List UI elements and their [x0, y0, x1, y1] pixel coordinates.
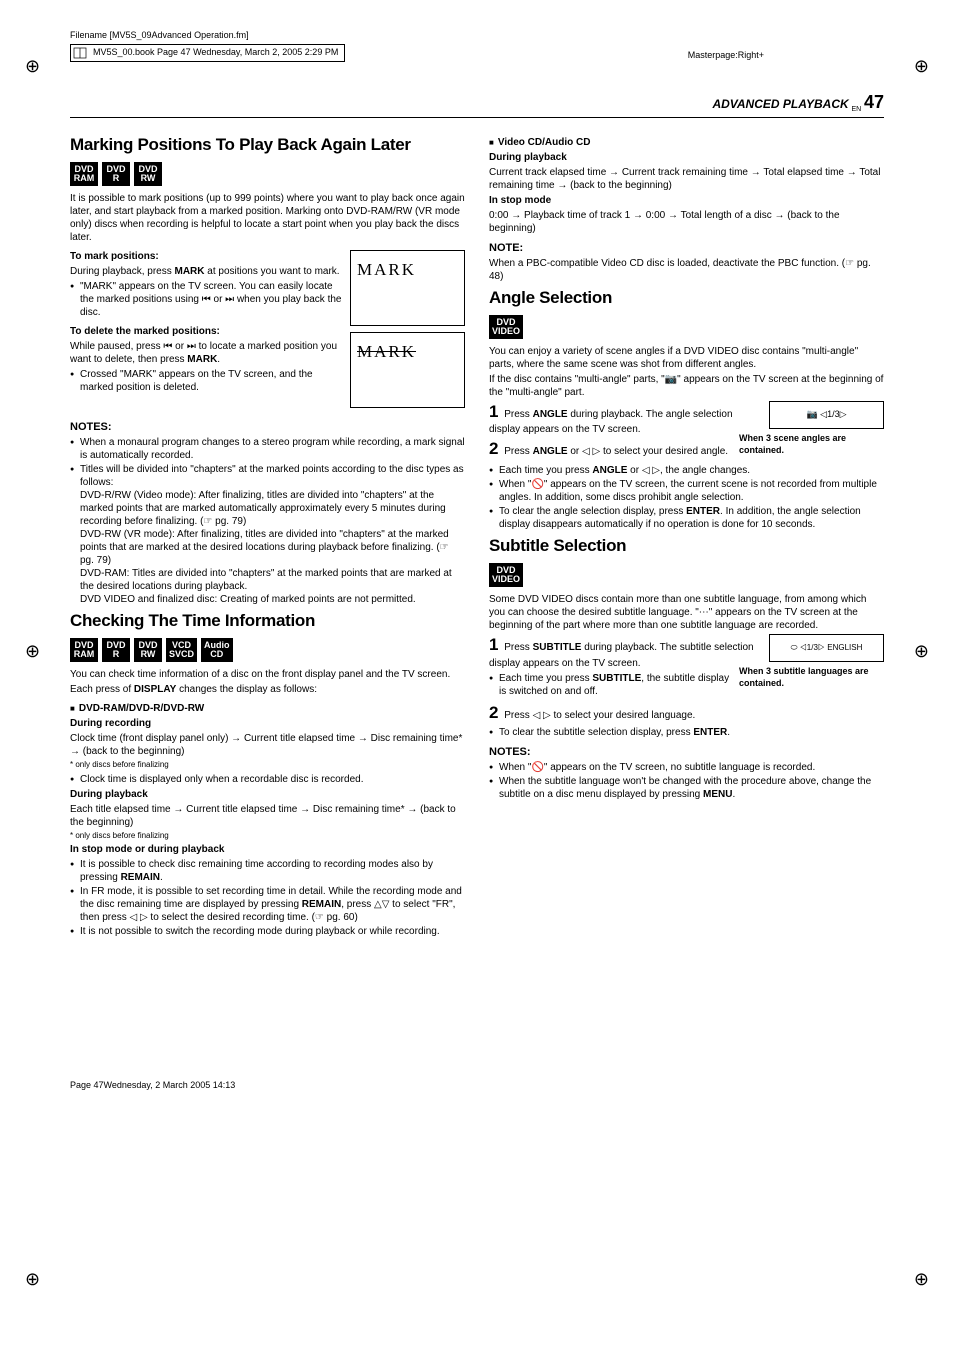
- stop-hd: In stop mode or during playback: [70, 843, 465, 856]
- badge-t-dvd-r: DVDR: [102, 638, 130, 662]
- book-icon: [73, 46, 87, 60]
- page-number: 47: [864, 92, 884, 112]
- badge-dvd-rw: DVDRW: [134, 162, 162, 186]
- play-note: * only discs before finalizing: [70, 831, 465, 841]
- subtitle-display-box: ⬭ ◁1/3▷ ENGLISH: [769, 634, 884, 662]
- delete-bullet-1: Crossed "MARK" appears on the TV screen,…: [70, 368, 465, 394]
- note-sub-2: DVD-RW (VR mode): After finalizing, titl…: [80, 528, 465, 567]
- rec-note: * only discs before finalizing: [70, 760, 465, 770]
- angle-p1: You can enjoy a variety of scene angles …: [489, 345, 884, 371]
- angle-title: Angle Selection: [489, 287, 884, 309]
- book-info-text: MV5S_00.book Page 47 Wednesday, March 2,…: [93, 47, 338, 59]
- vcd-stop-p: 0:00 → Playback time of track 1 → 0:00 →…: [489, 209, 884, 235]
- stop-b3: It is not possible to switch the recordi…: [70, 925, 465, 938]
- marking-badges: DVDRAM DVDR DVDRW: [70, 162, 465, 186]
- time-p2: Each press of DISPLAY changes the displa…: [70, 683, 465, 696]
- page-header: ADVANCED PLAYBACK EN 47: [70, 91, 884, 117]
- mark-bullet-1: "MARK" appears on the TV screen. You can…: [70, 280, 465, 319]
- rec-p: Clock time (front display panel only) → …: [70, 732, 465, 758]
- book-info-bar: MV5S_00.book Page 47 Wednesday, March 2,…: [70, 44, 345, 62]
- angle-display-box: 📷 ◁1/3▷: [769, 401, 884, 429]
- marking-title: Marking Positions To Play Back Again Lat…: [70, 134, 465, 156]
- sub-b2: To clear the subtitle selection display,…: [489, 726, 884, 739]
- angle-b1: Each time you press ANGLE or ◁ ▷, the an…: [489, 464, 884, 477]
- cross-right-icon: ⊕: [914, 640, 929, 663]
- play-hd: During playback: [70, 788, 465, 801]
- badge-dvd-r: DVDR: [102, 162, 130, 186]
- badge-t-vcd: VCDSVCD: [166, 638, 197, 662]
- vcd-stop-hd: In stop mode: [489, 194, 884, 207]
- marking-intro: It is possible to mark positions (up to …: [70, 192, 465, 244]
- badge-t-audio: AudioCD: [201, 638, 233, 662]
- left-column: Marking Positions To Play Back Again Lat…: [70, 130, 465, 940]
- badge-dvd-ram: DVDRAM: [70, 162, 98, 186]
- note-sub-3: DVD-RAM: Titles are divided into "chapte…: [80, 567, 465, 593]
- filename-label: Filename [MV5S_09Advanced Operation.fm]: [70, 30, 884, 42]
- badge-t-dvd-rw: DVDRW: [134, 638, 162, 662]
- angle-b2: When "🚫" appears on the TV screen, the c…: [489, 478, 884, 504]
- stop-b2: In FR mode, it is possible to set record…: [70, 885, 465, 924]
- lang-label: EN: [851, 106, 861, 113]
- footer-text: Page 47Wednesday, 2 March 2005 14:13: [70, 1080, 884, 1092]
- rec-bullet: Clock time is displayed only when a reco…: [70, 773, 465, 786]
- marking-note-1: When a monaural program changes to a ste…: [70, 436, 465, 462]
- time-p1: You can check time information of a disc…: [70, 668, 465, 681]
- subtitle-title: Subtitle Selection: [489, 535, 884, 557]
- badge-angle-dvd: DVDVIDEO: [489, 315, 523, 339]
- vcd-play-p: Current track elapsed time → Current tra…: [489, 166, 884, 192]
- vcd-play-hd: During playback: [489, 151, 884, 164]
- time-badges: DVDRAM DVDR DVDRW VCDSVCD AudioCD: [70, 638, 465, 662]
- angle-p2: If the disc contains "multi-angle" parts…: [489, 373, 884, 399]
- vcd-note-p: When a PBC-compatible Video CD disc is l…: [489, 257, 884, 283]
- crop-mark-bl-icon: ⊕: [25, 1268, 40, 1291]
- stop-b1: It is possible to check disc remaining t…: [70, 858, 465, 884]
- time-title: Checking The Time Information: [70, 610, 465, 632]
- category-label: ADVANCED PLAYBACK: [712, 97, 848, 111]
- time-sub1: ■DVD-RAM/DVD-R/DVD-RW: [70, 702, 465, 715]
- sub-notes-hd: NOTES:: [489, 745, 884, 759]
- rec-hd: During recording: [70, 717, 465, 730]
- vcd-hd: ■Video CD/Audio CD: [489, 136, 884, 149]
- sub-p1: Some DVD VIDEO discs contain more than o…: [489, 593, 884, 632]
- note-sub-4: DVD VIDEO and finalized disc: Creating o…: [80, 593, 465, 606]
- marking-note-2: Titles will be divided into "chapters" a…: [70, 463, 465, 606]
- vcd-note-hd: NOTE:: [489, 241, 884, 255]
- sub-step2: 2 Press ◁ ▷ to select your desired langu…: [489, 702, 884, 724]
- angle-b3: To clear the angle selection display, pr…: [489, 505, 884, 531]
- crop-mark-tl-icon: ⊕: [25, 55, 40, 78]
- badge-t-dvd-ram: DVDRAM: [70, 638, 98, 662]
- play-p: Each title elapsed time → Current title …: [70, 803, 465, 829]
- sub-n1: When "🚫" appears on the TV screen, no su…: [489, 761, 884, 774]
- marking-notes-hd: NOTES:: [70, 420, 465, 434]
- sub-n2: When the subtitle language won't be chan…: [489, 775, 884, 801]
- note-sub-1: DVD-R/RW (Video mode): After finalizing,…: [80, 489, 465, 528]
- cross-left-icon: ⊕: [25, 640, 40, 663]
- crop-mark-tr-icon: ⊕: [914, 55, 929, 78]
- badge-sub-dvd: DVDVIDEO: [489, 563, 523, 587]
- angle-caption: When 3 scene angles are contained.: [739, 433, 884, 456]
- sub-b1: Each time you press SUBTITLE, the subtit…: [489, 672, 884, 698]
- right-column: ■Video CD/Audio CD During playback Curre…: [489, 130, 884, 940]
- crop-mark-br-icon: ⊕: [914, 1268, 929, 1291]
